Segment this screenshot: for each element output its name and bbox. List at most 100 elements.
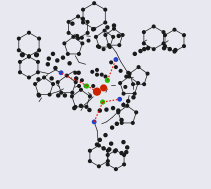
Circle shape (183, 45, 185, 47)
Circle shape (143, 42, 145, 45)
Circle shape (120, 122, 123, 124)
Circle shape (37, 78, 40, 81)
Circle shape (143, 83, 145, 85)
Circle shape (28, 31, 30, 34)
Circle shape (73, 107, 76, 110)
Circle shape (56, 59, 59, 62)
Circle shape (163, 47, 166, 50)
Circle shape (48, 93, 51, 96)
Circle shape (54, 67, 57, 70)
Circle shape (117, 34, 120, 37)
Circle shape (109, 46, 111, 48)
Circle shape (77, 15, 79, 18)
Circle shape (164, 34, 166, 36)
Circle shape (128, 72, 131, 75)
Circle shape (86, 21, 89, 23)
Circle shape (93, 28, 96, 30)
Circle shape (92, 28, 95, 31)
Circle shape (137, 66, 140, 68)
Circle shape (146, 47, 150, 50)
Circle shape (61, 56, 65, 59)
Circle shape (174, 49, 177, 52)
Circle shape (122, 141, 125, 144)
Circle shape (92, 120, 96, 124)
Circle shape (52, 83, 54, 85)
Circle shape (67, 32, 70, 34)
Circle shape (115, 66, 117, 68)
Circle shape (115, 122, 118, 125)
Circle shape (133, 92, 136, 95)
Circle shape (50, 77, 53, 80)
Circle shape (60, 91, 62, 94)
Circle shape (81, 42, 84, 45)
Circle shape (132, 96, 135, 99)
Circle shape (95, 36, 97, 38)
Circle shape (104, 21, 107, 24)
Circle shape (115, 149, 117, 152)
Circle shape (98, 138, 101, 141)
Circle shape (89, 149, 91, 152)
Circle shape (106, 163, 109, 166)
Circle shape (51, 52, 54, 55)
Circle shape (124, 86, 127, 88)
Circle shape (82, 21, 84, 24)
Circle shape (28, 55, 30, 58)
Circle shape (122, 103, 125, 106)
Circle shape (112, 24, 115, 27)
Circle shape (63, 42, 66, 45)
Circle shape (118, 98, 121, 101)
Circle shape (74, 71, 77, 74)
Circle shape (123, 163, 125, 166)
Circle shape (107, 44, 110, 46)
Circle shape (19, 71, 21, 74)
Circle shape (119, 82, 122, 84)
Circle shape (82, 8, 84, 11)
Circle shape (37, 93, 40, 96)
Circle shape (162, 42, 165, 45)
Circle shape (38, 94, 41, 97)
Circle shape (126, 105, 128, 107)
Circle shape (118, 44, 121, 46)
Circle shape (105, 108, 108, 111)
Circle shape (71, 95, 73, 98)
Circle shape (72, 36, 75, 38)
Circle shape (131, 122, 134, 124)
Circle shape (97, 45, 99, 48)
Circle shape (110, 142, 113, 145)
Circle shape (173, 50, 176, 53)
Circle shape (107, 160, 109, 163)
Circle shape (143, 31, 145, 33)
Circle shape (113, 27, 115, 30)
Circle shape (128, 75, 130, 78)
Circle shape (104, 8, 107, 11)
Circle shape (91, 70, 94, 73)
Circle shape (89, 95, 91, 98)
Circle shape (121, 34, 124, 36)
Circle shape (117, 111, 120, 114)
Circle shape (71, 91, 74, 94)
Circle shape (78, 53, 80, 55)
Circle shape (92, 85, 95, 87)
Circle shape (183, 34, 185, 36)
Circle shape (162, 31, 165, 33)
Circle shape (81, 36, 83, 39)
Circle shape (120, 152, 123, 155)
Circle shape (97, 165, 100, 168)
Circle shape (46, 63, 49, 66)
Circle shape (146, 72, 149, 75)
Circle shape (43, 76, 45, 79)
Circle shape (86, 32, 89, 34)
Circle shape (111, 126, 114, 129)
Circle shape (18, 49, 20, 52)
Circle shape (143, 48, 146, 51)
Circle shape (84, 85, 87, 87)
Circle shape (28, 55, 30, 57)
Circle shape (94, 88, 100, 95)
Circle shape (97, 144, 100, 147)
Circle shape (59, 71, 63, 74)
Circle shape (88, 108, 91, 112)
Circle shape (139, 50, 142, 53)
Circle shape (137, 82, 139, 84)
Circle shape (122, 92, 125, 95)
Circle shape (77, 37, 79, 40)
